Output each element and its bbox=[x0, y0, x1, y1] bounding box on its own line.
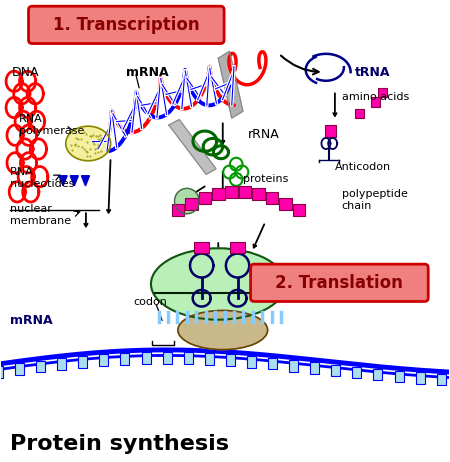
FancyBboxPatch shape bbox=[226, 354, 235, 366]
FancyBboxPatch shape bbox=[437, 374, 446, 385]
Text: rRNA: rRNA bbox=[248, 128, 279, 141]
FancyBboxPatch shape bbox=[78, 356, 87, 368]
Text: amino acids: amino acids bbox=[342, 92, 409, 103]
FancyBboxPatch shape bbox=[230, 242, 245, 253]
Text: mRNA: mRNA bbox=[9, 314, 52, 327]
FancyBboxPatch shape bbox=[355, 109, 364, 118]
FancyBboxPatch shape bbox=[395, 371, 404, 382]
FancyBboxPatch shape bbox=[185, 198, 198, 210]
Polygon shape bbox=[70, 176, 78, 186]
Ellipse shape bbox=[66, 126, 111, 161]
FancyBboxPatch shape bbox=[239, 186, 252, 198]
FancyBboxPatch shape bbox=[121, 353, 130, 365]
FancyBboxPatch shape bbox=[184, 353, 193, 364]
FancyBboxPatch shape bbox=[0, 366, 3, 378]
FancyBboxPatch shape bbox=[251, 264, 428, 302]
FancyBboxPatch shape bbox=[416, 372, 425, 384]
FancyBboxPatch shape bbox=[279, 198, 292, 210]
Polygon shape bbox=[81, 176, 90, 186]
Polygon shape bbox=[59, 176, 67, 186]
FancyBboxPatch shape bbox=[198, 193, 211, 204]
Text: RNA
nucleotides: RNA nucleotides bbox=[9, 167, 74, 189]
FancyBboxPatch shape bbox=[36, 361, 45, 372]
FancyBboxPatch shape bbox=[371, 97, 380, 107]
Text: -Ribosome: -Ribosome bbox=[268, 265, 327, 275]
Polygon shape bbox=[218, 51, 243, 118]
Text: DNA: DNA bbox=[12, 66, 40, 79]
FancyBboxPatch shape bbox=[162, 352, 171, 364]
FancyBboxPatch shape bbox=[289, 360, 298, 371]
FancyBboxPatch shape bbox=[15, 364, 24, 375]
Text: 1. Transcription: 1. Transcription bbox=[53, 16, 200, 34]
FancyBboxPatch shape bbox=[247, 356, 256, 368]
Text: Protein synthesis: Protein synthesis bbox=[9, 434, 229, 454]
Ellipse shape bbox=[175, 188, 199, 214]
Polygon shape bbox=[169, 120, 216, 174]
Text: RNA
polymerase: RNA polymerase bbox=[18, 114, 84, 136]
Text: codon: codon bbox=[133, 298, 167, 307]
Text: 2. Translation: 2. Translation bbox=[275, 274, 403, 292]
FancyBboxPatch shape bbox=[268, 358, 277, 370]
FancyBboxPatch shape bbox=[331, 365, 340, 376]
FancyBboxPatch shape bbox=[28, 6, 224, 43]
FancyBboxPatch shape bbox=[352, 367, 361, 378]
FancyBboxPatch shape bbox=[378, 88, 387, 97]
FancyBboxPatch shape bbox=[171, 204, 184, 216]
FancyBboxPatch shape bbox=[205, 353, 214, 365]
FancyBboxPatch shape bbox=[252, 188, 265, 201]
Ellipse shape bbox=[151, 248, 286, 320]
Text: polypeptide
chain: polypeptide chain bbox=[342, 189, 408, 211]
FancyBboxPatch shape bbox=[142, 353, 151, 364]
FancyBboxPatch shape bbox=[374, 369, 382, 380]
FancyBboxPatch shape bbox=[324, 125, 336, 137]
Text: nuclear
membrane: nuclear membrane bbox=[9, 204, 71, 225]
Ellipse shape bbox=[178, 310, 268, 350]
Text: mRNA: mRNA bbox=[126, 66, 169, 79]
Text: proteins: proteins bbox=[243, 175, 288, 184]
FancyBboxPatch shape bbox=[99, 354, 108, 366]
FancyBboxPatch shape bbox=[57, 358, 66, 370]
Text: Anticodon: Anticodon bbox=[335, 163, 391, 172]
FancyBboxPatch shape bbox=[293, 204, 305, 216]
FancyBboxPatch shape bbox=[194, 242, 209, 253]
FancyBboxPatch shape bbox=[266, 193, 279, 204]
FancyBboxPatch shape bbox=[225, 186, 238, 198]
FancyBboxPatch shape bbox=[310, 362, 319, 374]
FancyBboxPatch shape bbox=[212, 188, 225, 201]
Text: tRNA: tRNA bbox=[355, 66, 391, 79]
